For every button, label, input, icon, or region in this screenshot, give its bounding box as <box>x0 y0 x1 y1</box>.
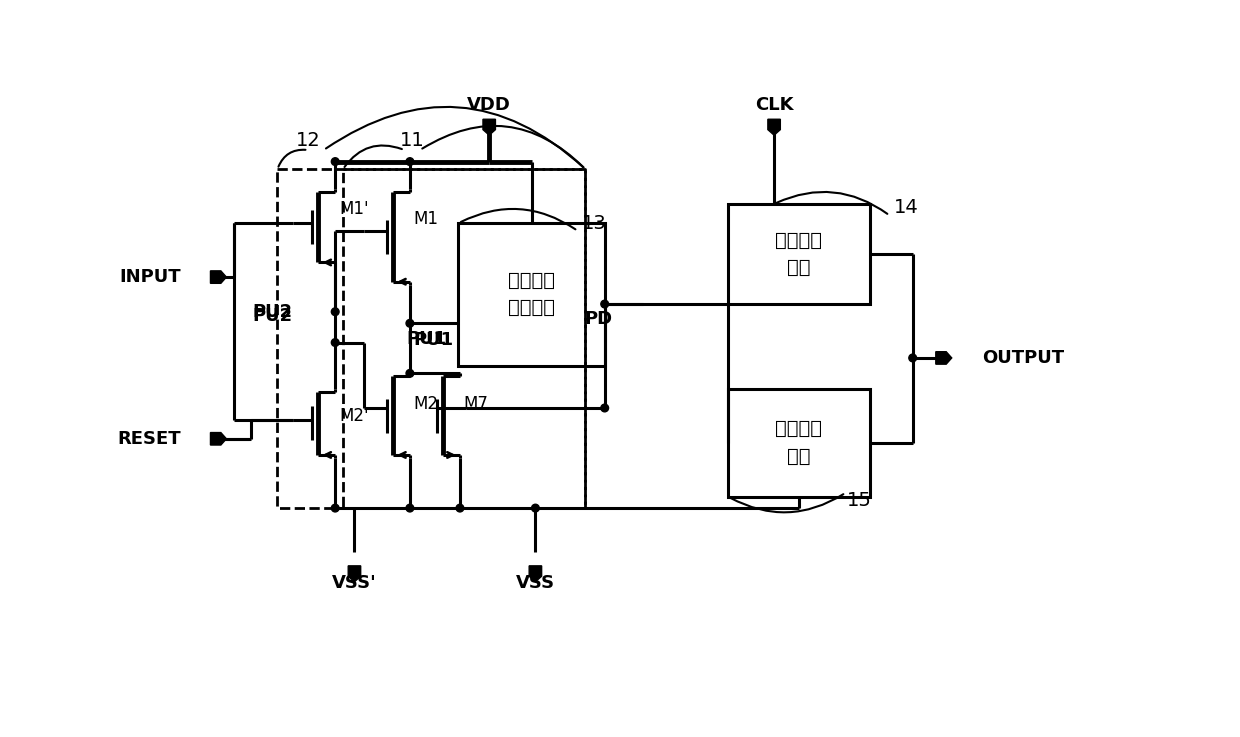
Text: INPUT: INPUT <box>119 268 181 286</box>
Bar <box>459 223 605 366</box>
Circle shape <box>331 308 339 315</box>
Polygon shape <box>211 433 227 445</box>
Text: M1': M1' <box>339 200 368 218</box>
Polygon shape <box>211 271 227 283</box>
Circle shape <box>405 158 414 165</box>
Text: 11: 11 <box>399 131 424 150</box>
Circle shape <box>601 300 609 308</box>
Text: VDD: VDD <box>467 97 511 114</box>
Circle shape <box>532 504 539 512</box>
Text: 13: 13 <box>582 214 606 233</box>
Polygon shape <box>936 352 952 364</box>
Text: 输出上拉: 输出上拉 <box>775 231 822 250</box>
Polygon shape <box>529 566 542 581</box>
Bar <box>728 388 870 497</box>
Text: 电路: 电路 <box>787 447 811 466</box>
Polygon shape <box>348 566 361 581</box>
Polygon shape <box>768 119 780 135</box>
Text: PU2: PU2 <box>253 303 293 321</box>
Circle shape <box>331 504 339 512</box>
Circle shape <box>405 369 414 377</box>
Text: VSS': VSS' <box>332 574 377 592</box>
Polygon shape <box>482 119 496 135</box>
Text: M1: M1 <box>414 210 439 228</box>
Circle shape <box>331 158 339 165</box>
Circle shape <box>456 504 464 512</box>
Text: CLK: CLK <box>755 97 794 114</box>
Circle shape <box>405 319 414 327</box>
Text: PU2: PU2 <box>253 307 293 324</box>
Text: 12: 12 <box>296 131 321 150</box>
Text: PD: PD <box>584 310 613 329</box>
Text: 电路: 电路 <box>787 259 811 277</box>
Bar <box>728 204 870 304</box>
Text: 下拉节点: 下拉节点 <box>508 270 556 290</box>
Circle shape <box>601 404 609 412</box>
Text: OUTPUT: OUTPUT <box>982 349 1064 367</box>
Text: RESET: RESET <box>118 430 181 448</box>
Text: M7: M7 <box>464 395 489 413</box>
Text: 14: 14 <box>894 198 918 217</box>
Circle shape <box>331 339 339 346</box>
Text: 输出下拉: 输出下拉 <box>775 419 822 439</box>
Text: PU1: PU1 <box>414 331 454 349</box>
Circle shape <box>405 504 414 512</box>
Text: M2': M2' <box>339 407 368 425</box>
Text: 控制电路: 控制电路 <box>508 298 556 318</box>
Circle shape <box>909 354 916 362</box>
Text: VSS: VSS <box>516 574 556 592</box>
Text: M2: M2 <box>414 395 439 413</box>
Text: PU1: PU1 <box>405 329 446 348</box>
Text: 15: 15 <box>847 491 872 510</box>
